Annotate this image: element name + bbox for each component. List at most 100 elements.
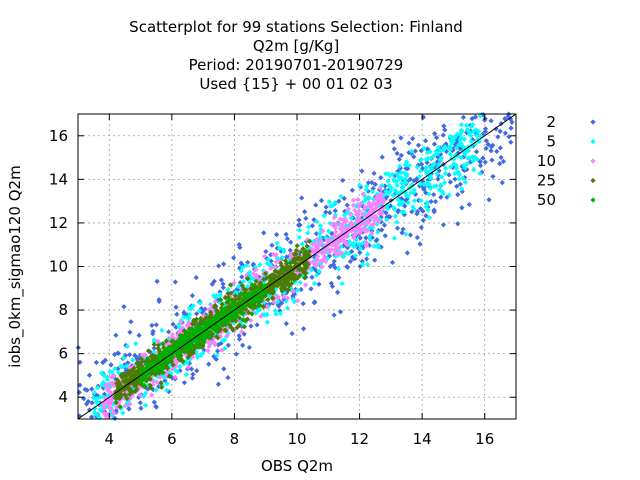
data-point (457, 181, 463, 187)
data-point (114, 380, 120, 387)
data-point (284, 236, 290, 242)
data-point (355, 196, 361, 203)
data-point (264, 304, 270, 310)
data-point (482, 159, 488, 165)
legend-label-2: 2 (546, 113, 556, 131)
data-point (382, 183, 388, 189)
data-point (186, 315, 192, 321)
data-point (462, 165, 468, 171)
data-point (502, 130, 508, 136)
data-point (253, 310, 259, 316)
data-point (362, 222, 368, 228)
data-point (100, 379, 107, 385)
data-point (186, 320, 192, 326)
data-point (398, 199, 404, 206)
data-point (502, 116, 508, 122)
data-point (203, 312, 209, 318)
data-point (310, 241, 316, 247)
data-point (105, 387, 111, 393)
data-point (151, 399, 157, 405)
data-point (259, 291, 265, 297)
data-point (175, 347, 182, 354)
data-point (212, 304, 218, 310)
data-point (477, 158, 483, 164)
data-point (180, 335, 186, 341)
data-point (139, 359, 145, 365)
data-point (201, 313, 207, 319)
data-point (444, 194, 450, 200)
data-point (375, 242, 382, 248)
data-point (160, 370, 166, 376)
data-point (219, 347, 225, 353)
data-point (127, 352, 133, 358)
data-point (344, 242, 350, 248)
data-point (236, 333, 242, 339)
data-point (104, 374, 110, 380)
data-point (424, 199, 430, 205)
data-point (253, 278, 259, 284)
data-point (320, 228, 326, 234)
data-point (396, 156, 402, 162)
data-point (497, 145, 503, 151)
data-point (405, 200, 411, 206)
data-point (197, 327, 203, 334)
data-point (172, 367, 178, 373)
data-point (394, 219, 400, 225)
data-point (209, 281, 215, 287)
data-point (508, 139, 514, 145)
data-point (281, 271, 287, 277)
data-point (435, 176, 441, 182)
data-point (406, 162, 412, 169)
data-point (353, 237, 359, 243)
data-point (452, 152, 458, 158)
data-point (380, 200, 386, 206)
data-point (105, 398, 111, 405)
data-point (101, 391, 108, 397)
data-point (480, 111, 486, 118)
data-point (243, 306, 249, 313)
data-point (306, 224, 312, 230)
data-point (349, 222, 355, 228)
data-point (89, 400, 95, 406)
data-point (127, 365, 133, 371)
data-point (427, 149, 433, 155)
data-point (136, 384, 142, 391)
data-point (274, 255, 280, 261)
data-point (474, 156, 480, 162)
data-point (394, 182, 400, 189)
data-point (282, 286, 289, 292)
data-point (101, 402, 107, 408)
data-point (271, 289, 277, 295)
data-point (148, 385, 154, 391)
data-point (432, 131, 438, 137)
data-point (194, 340, 201, 346)
data-point (302, 252, 309, 259)
y-tick-label: 10 (49, 258, 68, 276)
data-point (398, 180, 405, 186)
data-point (341, 212, 348, 218)
data-point (212, 306, 219, 312)
data-point (89, 386, 95, 392)
data-point (96, 415, 103, 421)
data-point (184, 332, 190, 338)
data-point (111, 373, 117, 379)
data-point (131, 365, 137, 371)
data-point (227, 282, 234, 288)
data-point (272, 308, 278, 314)
data-point (102, 396, 108, 402)
data-point (111, 410, 117, 416)
data-point (124, 371, 130, 378)
data-point (411, 206, 417, 212)
data-point (263, 248, 269, 255)
data-point (500, 158, 507, 164)
data-point (332, 212, 339, 218)
data-point (294, 243, 300, 249)
data-point (231, 255, 237, 261)
data-point (107, 369, 113, 375)
data-point (438, 148, 444, 154)
data-point (362, 197, 369, 203)
data-point (380, 205, 386, 211)
data-point (172, 374, 178, 380)
data-point (193, 316, 200, 322)
data-point (166, 389, 172, 395)
